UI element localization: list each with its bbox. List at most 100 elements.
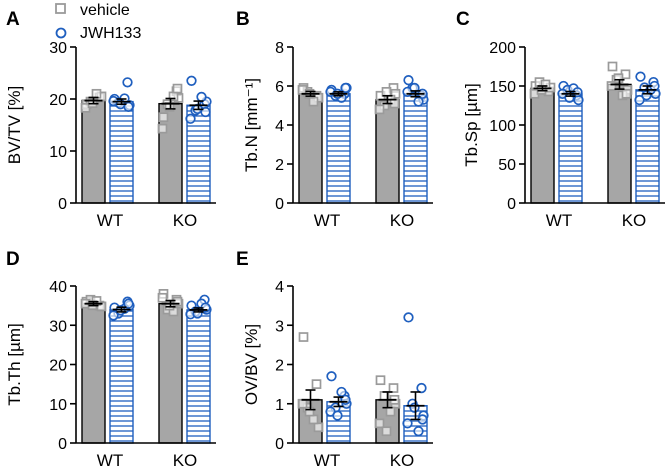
y-axis-title: Tb.Th [µm] — [5, 323, 24, 406]
y-tick-label: 0 — [58, 196, 67, 213]
point-vehicle-ko — [381, 86, 392, 97]
y-tick-label: 6 — [275, 79, 284, 96]
point-vehicle-wt — [91, 88, 102, 99]
error-bar-jwh133-wt — [329, 396, 348, 408]
x-category-label-wt: WT — [546, 211, 572, 230]
point-jwh133-ko — [409, 402, 420, 413]
point-vehicle-wt — [311, 379, 322, 389]
error-bar-vehicle-ko — [161, 97, 180, 110]
y-tick-label: 0 — [58, 436, 67, 453]
point-vehicle-ko — [388, 383, 399, 393]
error-bar-vehicle-ko — [161, 299, 180, 308]
error-bar-vehicle-wt — [84, 96, 103, 105]
point-jwh133-wt — [123, 298, 134, 309]
y-tick-label: 2 — [275, 157, 284, 174]
error-bar-vehicle-wt — [84, 300, 103, 307]
legend-vehicle-marker — [55, 3, 66, 14]
point-jwh133-ko — [634, 94, 645, 106]
point-vehicle-wt — [308, 96, 319, 107]
y-tick-label: 3 — [275, 318, 284, 335]
legend-jwh133-marker — [55, 27, 67, 39]
point-jwh133-ko — [635, 71, 646, 82]
point-vehicle-wt — [304, 406, 315, 417]
point-jwh133-ko — [403, 312, 414, 323]
x-category-label-wt: WT — [314, 451, 340, 469]
point-vehicle-ko — [374, 104, 385, 115]
point-vehicle-ko — [606, 81, 617, 91]
point-vehicle-ko — [385, 406, 396, 417]
error-bar-jwh133-wt — [112, 306, 131, 313]
bar-vehicle-ko — [158, 302, 183, 444]
y-tick-label: 20 — [49, 92, 67, 109]
x-category-label-ko: KO — [173, 451, 198, 469]
y-tick-label: 50 — [498, 157, 516, 174]
y-tick-label: 4 — [275, 118, 284, 135]
point-vehicle-wt — [308, 414, 319, 425]
point-vehicle-ko — [390, 88, 401, 99]
legend: vehicle JWH133 — [55, 2, 141, 42]
y-tick-label: 10 — [49, 397, 67, 414]
point-jwh133-wt — [336, 386, 347, 398]
y-tick-label: 30 — [49, 40, 67, 57]
y-tick-label: 0 — [275, 436, 284, 453]
y-axis-title: Tb.N [mm⁻¹] — [242, 78, 261, 172]
panel-c: C Tb.Sp [µm] 0 50 100 150 200 WT KO — [456, 9, 665, 230]
point-vehicle-wt — [298, 332, 309, 342]
point-jwh133-ko — [413, 426, 424, 437]
error-bar-jwh133-wt — [329, 91, 348, 97]
bar-jwh133-ko — [403, 93, 428, 204]
x-category-label-ko: KO — [390, 211, 415, 230]
panel-letter: D — [6, 249, 20, 270]
point-jwh133-wt — [340, 82, 351, 94]
bar-vehicle-wt — [530, 87, 555, 204]
point-vehicle-ko — [172, 83, 183, 94]
y-axis-title: BV/TV [%] — [5, 86, 24, 164]
point-jwh133-ko — [641, 90, 652, 101]
y-tick-label: 30 — [49, 318, 67, 335]
point-vehicle-ko — [157, 123, 168, 134]
y-tick-label: 4 — [275, 279, 284, 296]
error-bar-jwh133-ko — [189, 307, 208, 313]
y-tick-label: 0 — [507, 196, 516, 213]
point-vehicle-ko — [158, 112, 169, 123]
point-jwh133-ko — [186, 75, 197, 86]
bar-jwh133-wt — [109, 100, 134, 204]
x-category-label-ko: KO — [390, 451, 415, 469]
point-vehicle-ko — [172, 296, 183, 307]
y-tick-label: 10 — [49, 144, 67, 161]
point-vehicle-ko — [621, 88, 632, 99]
error-bar-vehicle-ko — [378, 94, 397, 105]
error-bar-vehicle-wt — [533, 85, 552, 92]
point-jwh133-ko — [185, 113, 196, 124]
bar-vehicle-wt — [298, 93, 323, 204]
bar-vehicle-wt — [81, 99, 106, 204]
y-tick-label: 40 — [49, 279, 67, 296]
error-bar-jwh133-ko — [406, 90, 425, 98]
point-jwh133-ko — [416, 382, 427, 394]
point-jwh133-wt — [332, 410, 343, 421]
bar-vehicle-wt — [81, 302, 106, 444]
point-vehicle-wt — [313, 422, 324, 433]
error-bar-jwh133-ko — [406, 391, 425, 421]
error-bar-jwh133-ko — [638, 85, 657, 95]
bar-jwh133-ko — [186, 309, 211, 444]
error-bar-vehicle-wt — [301, 90, 320, 97]
x-category-label-wt: WT — [314, 211, 340, 230]
bar-jwh133-wt — [326, 93, 351, 204]
error-bar-jwh133-wt — [561, 90, 580, 97]
panel-d: D Tb.Th [µm] 0 10 20 30 40 WT KO — [5, 249, 216, 469]
error-bar-jwh133-wt — [112, 98, 131, 105]
legend-jwh133-label: JWH133 — [80, 25, 141, 42]
point-jwh133-ko — [403, 74, 414, 86]
error-bar-jwh133-ko — [189, 100, 208, 111]
panel-e: E OV/BV [%] 0 1 2 3 4 WT KO — [236, 249, 433, 469]
y-tick-label: 100 — [489, 118, 516, 135]
point-jwh133-ko — [196, 91, 207, 103]
bar-vehicle-ko — [375, 98, 400, 204]
x-category-label-wt: WT — [97, 211, 123, 230]
x-category-label-ko: KO — [622, 211, 647, 230]
point-jwh133-wt — [108, 310, 119, 321]
panel-letter: C — [456, 9, 470, 30]
bar-jwh133-wt — [109, 308, 134, 444]
point-vehicle-ko — [613, 73, 624, 84]
